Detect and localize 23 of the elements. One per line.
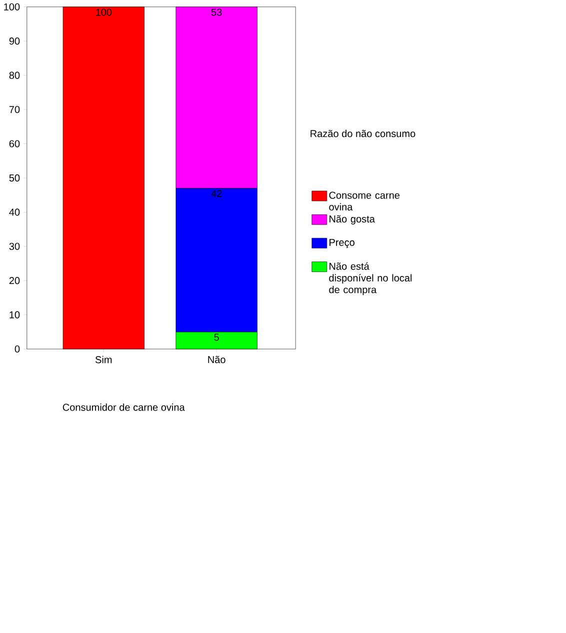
y-tick-label: 30 (9, 242, 20, 250)
legend-label: Não gosta (329, 215, 375, 224)
x-tick-label: Sim (95, 356, 112, 364)
data-label: 5 (214, 334, 219, 341)
data-label: 42 (211, 190, 222, 198)
x-tick-label: Não (208, 356, 226, 364)
y-tick-label: 40 (8, 208, 20, 216)
x-axis-title: Consumidor de carne ovina (62, 404, 185, 411)
y-tick-label: 60 (9, 140, 20, 148)
y-tick-label: 10 (9, 311, 20, 318)
y-tick-label: 90 (9, 38, 20, 45)
legend-label: Preço (329, 238, 354, 248)
legend-title: Razão do não consumo (310, 130, 415, 138)
y-tick-label: 20 (9, 277, 20, 284)
y-tick-label: 70 (9, 106, 20, 114)
y-tick-label: 0 (14, 345, 20, 353)
y-tick-label: 100 (4, 3, 20, 10)
y-tick-label: 80 (9, 72, 20, 79)
legend-label: Não está disponível no local de compra (328, 262, 412, 296)
data-label: 53 (211, 8, 222, 16)
data-label: 100 (96, 8, 112, 16)
y-tick-label: 50 (9, 174, 20, 182)
legend-label: Consome carne ovina (328, 192, 400, 210)
